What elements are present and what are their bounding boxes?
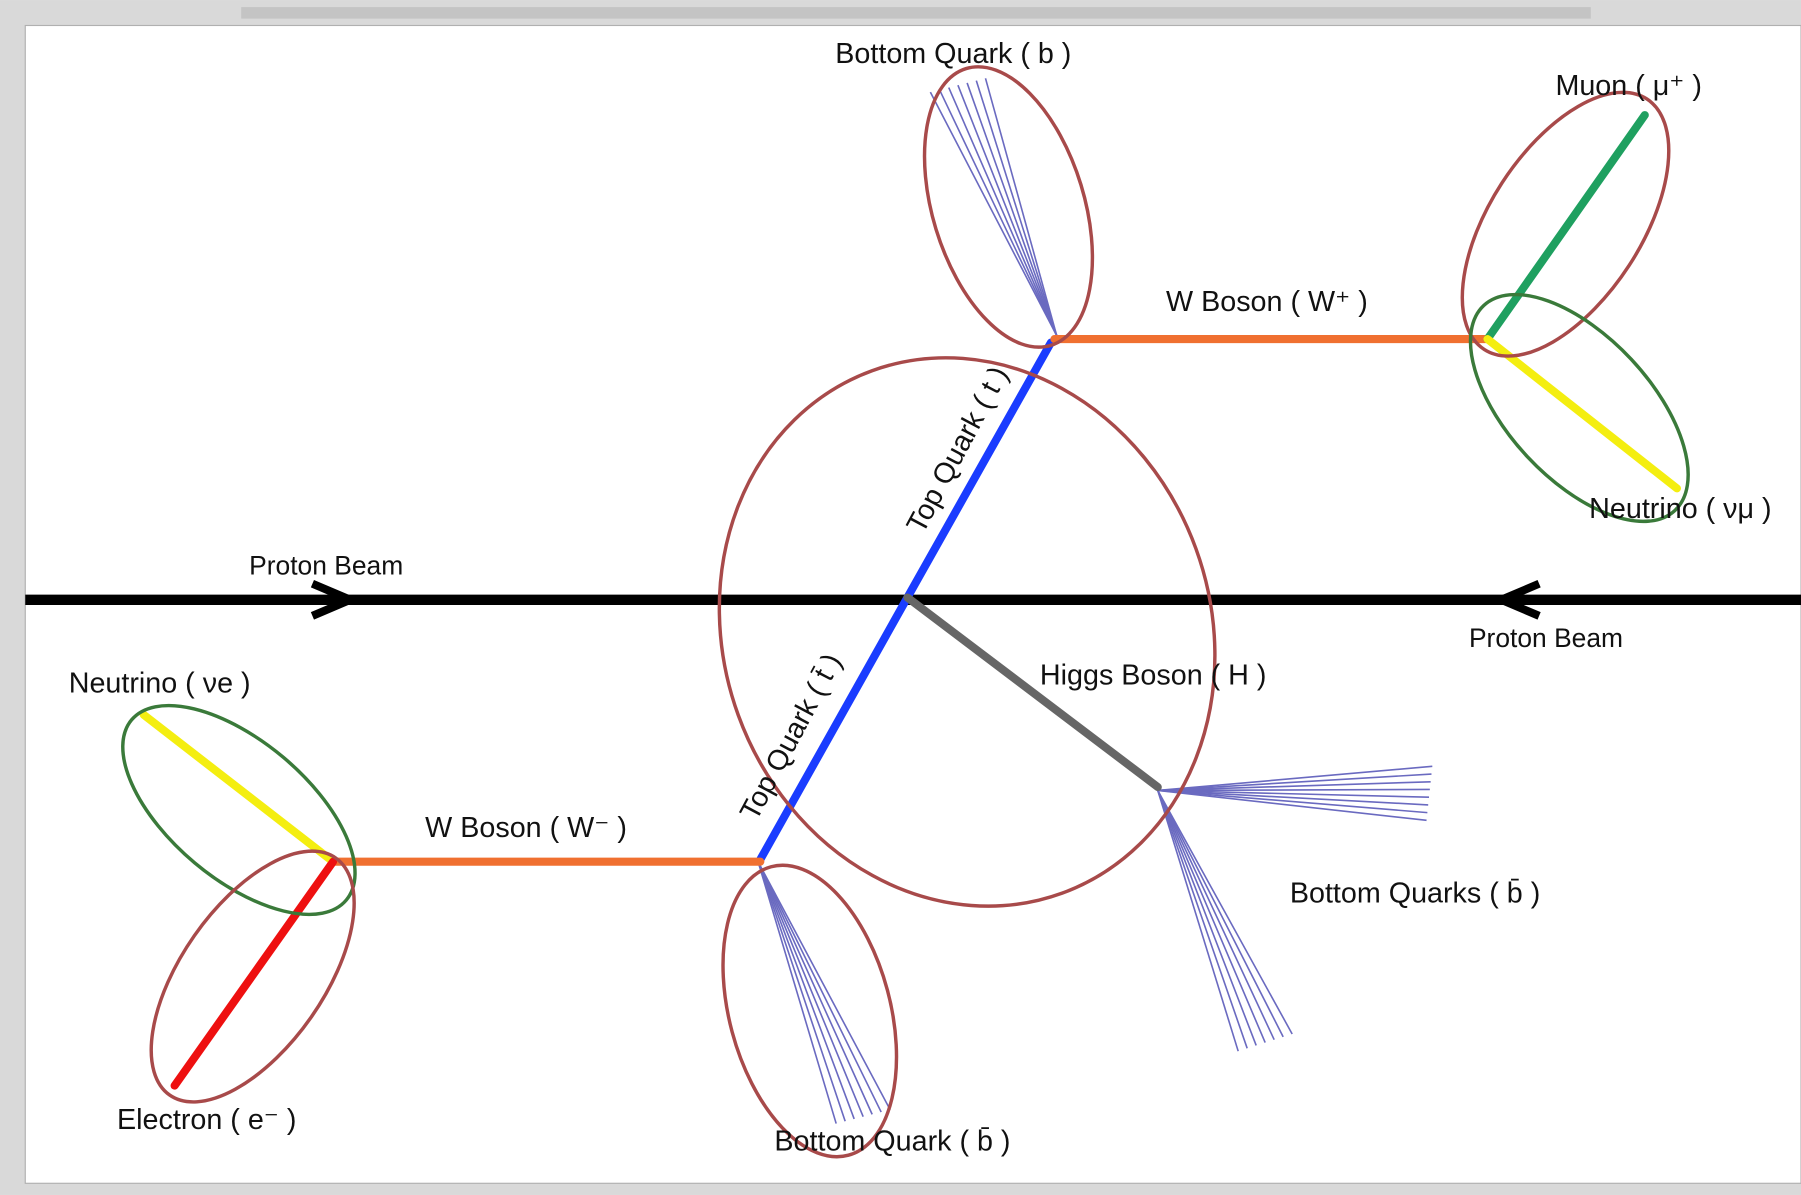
frame-bar (241, 7, 1591, 18)
label: Bottom Quark ( b ) (835, 38, 1071, 70)
diagram: Bottom Quark ( b ) Muon ( μ⁺ ) W Boson (… (0, 0, 1801, 1195)
jet-line (1158, 789, 1430, 790)
label: Neutrino ( νμ ) (1589, 493, 1771, 525)
label: Bottom Quarks ( b̄ ) (1290, 878, 1540, 910)
label: Bottom Quark ( b̄ ) (774, 1126, 1010, 1158)
label: Proton Beam (1469, 623, 1623, 653)
label: Electron ( e⁻ ) (117, 1104, 296, 1136)
label: W Boson ( W⁻ ) (425, 812, 627, 844)
label: W Boson ( W⁺ ) (1166, 286, 1368, 318)
label: Muon ( μ⁺ ) (1555, 70, 1702, 102)
page: Bottom Quark ( b ) Muon ( μ⁺ ) W Boson (… (0, 0, 1801, 1195)
label: Neutrino ( νe ) (69, 667, 251, 699)
label: Higgs Boson ( H ) (1040, 659, 1267, 691)
label: Proton Beam (249, 551, 403, 581)
